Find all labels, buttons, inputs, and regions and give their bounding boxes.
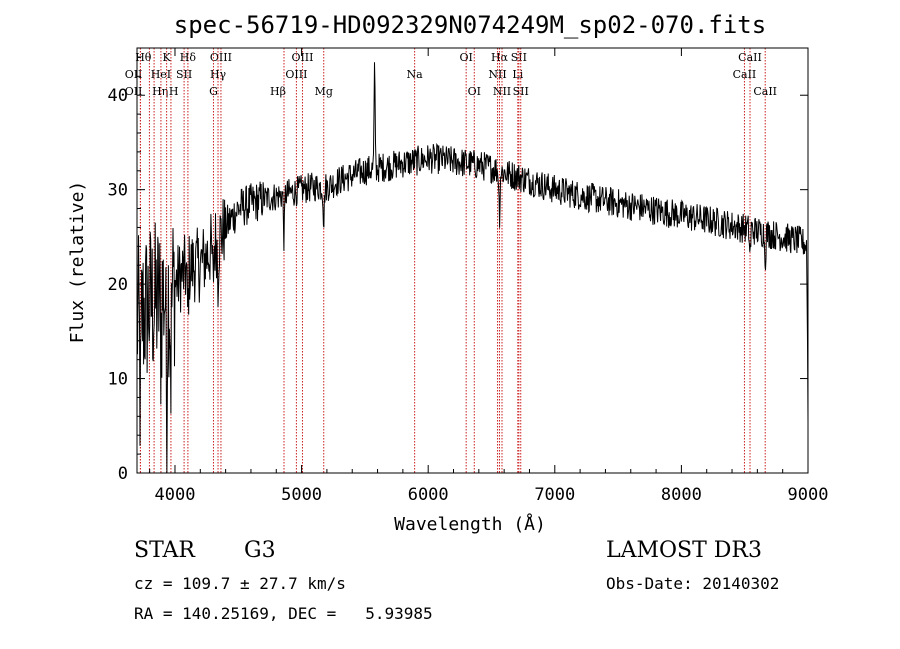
line-label-22: SII <box>511 51 527 64</box>
line-label-26: CaII <box>733 68 757 81</box>
x-tick-label-7000: 7000 <box>534 485 575 505</box>
y-tick-label-20: 20 <box>108 275 128 295</box>
line-label-5: K <box>163 51 172 64</box>
coordinates-text: RA = 140.25169, DEC = 5.93985 <box>134 604 433 623</box>
line-label-25: CaII <box>738 51 762 64</box>
line-label-6: H <box>169 85 179 98</box>
line-label-13: OIII <box>285 68 307 81</box>
y-tick-label-40: 40 <box>108 86 128 106</box>
line-label-10: Hγ <box>210 68 227 81</box>
line-label-24: SII <box>513 85 529 98</box>
line-label-16: Na <box>407 68 424 81</box>
line-label-0: Hθ <box>135 51 152 64</box>
line-label-19: Hα <box>491 51 509 64</box>
y-tick-label-0: 0 <box>118 464 128 484</box>
x-tick-label-4000: 4000 <box>155 485 196 505</box>
line-label-15: Mg <box>315 85 333 98</box>
line-label-3: Hη <box>152 85 168 98</box>
subclass: G3 <box>244 538 276 563</box>
redshift-text: cz = 109.7 ± 27.7 km/s <box>134 574 346 593</box>
obs-date-text: Obs-Date: 20140302 <box>606 574 780 593</box>
y-tick-label-30: 30 <box>108 181 128 201</box>
line-label-14: OIII <box>291 51 313 64</box>
x-axis-label: Wavelength (Å) <box>394 513 546 535</box>
line-label-7: SII <box>176 68 192 81</box>
chart-title: spec-56719-HD092329N074249M_sp02-070.fit… <box>174 11 766 39</box>
line-label-20: NII <box>488 68 506 81</box>
line-label-17: OI <box>459 51 472 64</box>
axes: 4000 5000 6000 7000 8000 9000 0 10 20 30 40 <box>108 48 829 505</box>
plot-frame <box>136 47 809 474</box>
line-label-21: NII <box>493 85 511 98</box>
x-tick-label-9000: 9000 <box>788 485 829 505</box>
line-label-27: CaII <box>753 85 777 98</box>
flux-series <box>136 62 809 473</box>
line-label-12: Hβ <box>270 85 286 98</box>
line-label-23: Li <box>512 68 523 81</box>
y-axis-label: Flux (relative) <box>67 181 88 344</box>
object-class: STAR <box>134 538 195 563</box>
y-tick-label-10: 10 <box>108 370 128 390</box>
line-label-4: HeI <box>151 68 171 81</box>
line-label-8: Hδ <box>180 51 197 64</box>
flux-line <box>136 62 809 473</box>
line-label-11: G <box>209 85 218 98</box>
x-tick-label-5000: 5000 <box>281 485 322 505</box>
x-tick-label-6000: 6000 <box>408 485 449 505</box>
line-label-1: OII <box>125 68 143 81</box>
survey-name: LAMOST DR3 <box>606 538 762 563</box>
line-label-9: OIII <box>210 51 232 64</box>
x-tick-label-8000: 8000 <box>661 485 702 505</box>
line-label-18: OI <box>468 85 481 98</box>
